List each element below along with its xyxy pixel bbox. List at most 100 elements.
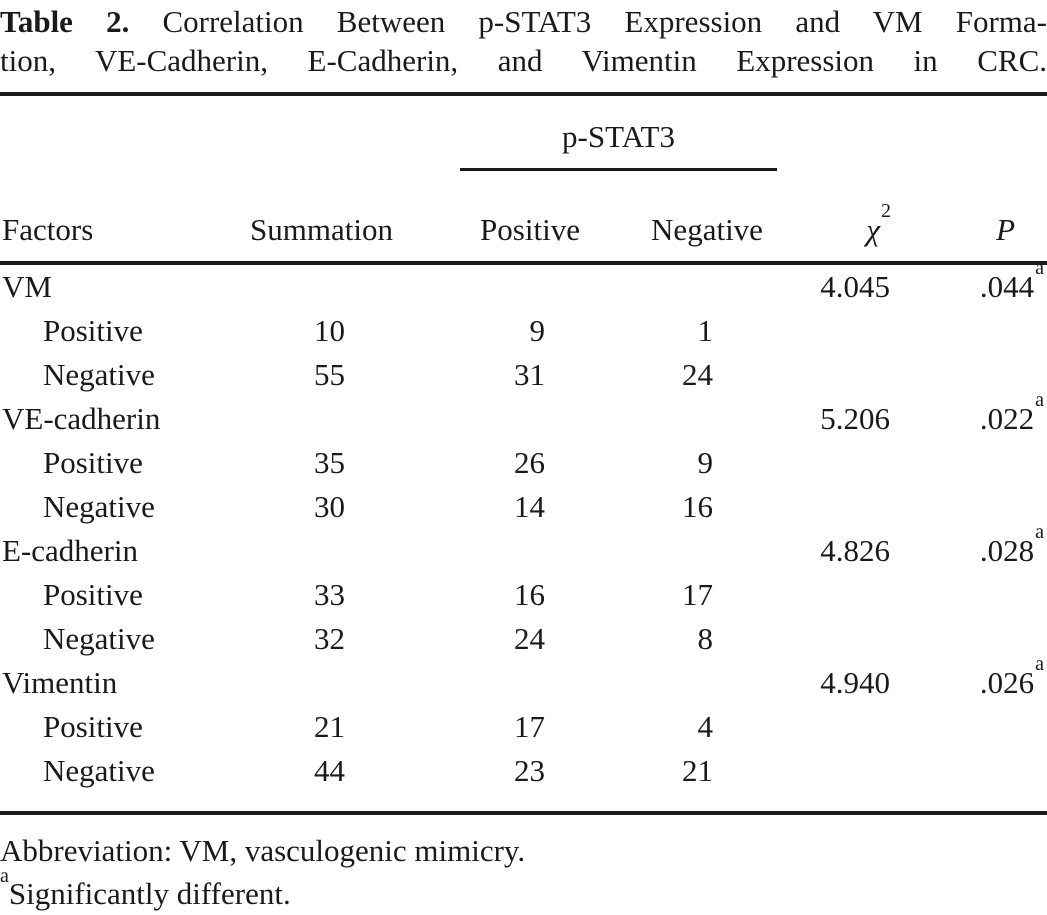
chi-square-cell: 4.940: [820, 665, 890, 700]
summation-cell: 35: [314, 445, 345, 480]
positive-cell: 26: [514, 445, 545, 480]
chi-square-cell: [780, 749, 890, 815]
p-value-cell: .044a: [890, 258, 1047, 309]
table-caption-text1: Correlation Between p-STAT3 Expression a…: [129, 4, 1047, 39]
table-caption: Table 2. Correlation Between p-STAT3 Exp…: [0, 0, 1047, 80]
p-value: .028: [979, 533, 1035, 568]
table-caption-text2: tion, VE-Cadherin, E-Cadherin, and Vimen…: [0, 43, 1047, 78]
factor-cell: Positive: [43, 709, 143, 744]
chi-square-cell: [780, 441, 890, 485]
summation-cell: 30: [314, 489, 345, 524]
summation-cell: [250, 263, 440, 309]
positive-cell: [440, 661, 620, 705]
chi-symbol: χ: [866, 212, 880, 247]
summation-cell: [250, 661, 440, 705]
col-header-p-value: P: [890, 171, 1047, 265]
column-header-row: Factors Summation Positive Negative χ2 P: [0, 171, 1047, 265]
summation-cell: 32: [314, 621, 345, 656]
negative-cell: 16: [682, 489, 713, 524]
summation-cell: [250, 529, 440, 573]
chi-square-cell: [780, 353, 890, 397]
significance-marker: a: [1035, 520, 1044, 543]
col-header-positive: Positive: [440, 171, 620, 265]
negative-cell: 17: [682, 577, 713, 612]
negative-cell: 21: [620, 749, 780, 815]
positive-cell: 9: [529, 313, 546, 348]
summation-cell: 10: [314, 313, 345, 348]
spanner-header-row: p-STAT3: [0, 92, 1047, 171]
factor-cell: E-cadherin: [2, 533, 138, 568]
col-header-chi-square: χ2: [780, 171, 891, 265]
p-value-cell: .022a: [890, 390, 1047, 441]
summation-cell: [250, 397, 440, 441]
negative-cell: 8: [697, 621, 714, 656]
negative-cell: 4: [697, 709, 714, 744]
factor-cell: Positive: [43, 445, 143, 480]
positive-cell: 31: [514, 357, 545, 392]
p-value-cell: [890, 353, 1047, 397]
factor-cell: Negative: [43, 489, 155, 524]
summation-cell: 33: [314, 577, 345, 612]
p-value-cell: [890, 617, 1047, 661]
chi-square-cell: [780, 485, 890, 529]
abbreviation-note: Abbreviation: VM, vasculogenic mimicry.: [0, 833, 526, 868]
table-number-label: Table 2.: [0, 4, 130, 39]
p-value-cell: [890, 309, 1047, 353]
p-value: .022: [979, 401, 1035, 436]
positive-cell: [440, 397, 620, 441]
table-footnotes: Abbreviation: VM, vasculogenic mimicry. …: [0, 829, 1047, 915]
p-value-cell: [890, 705, 1047, 749]
negative-cell: [620, 661, 780, 705]
factor-cell: Negative: [0, 749, 250, 815]
col-header-negative: Negative: [620, 171, 780, 265]
positive-cell: [440, 263, 620, 309]
significance-note: aSignificantly different.: [0, 866, 1047, 915]
col-header-factors: Factors: [0, 171, 250, 265]
p-stat3-spanner-label: p-STAT3: [460, 119, 777, 171]
chi-square-cell: 4.826: [820, 533, 890, 568]
chi-exponent: 2: [881, 199, 891, 222]
spanner-spacer-left: [0, 92, 440, 171]
p-value: .044: [979, 269, 1035, 304]
chi-square-cell: 5.206: [820, 401, 890, 436]
table-caption-line2: tion, VE-Cadherin, E-Cadherin, and Vimen…: [0, 41, 1047, 80]
chi-square-cell: [780, 705, 890, 749]
col-header-summation: Summation: [250, 171, 440, 265]
summation-cell: 44: [250, 749, 440, 815]
positive-cell: 16: [514, 577, 545, 612]
table-caption-line1: Table 2. Correlation Between p-STAT3 Exp…: [0, 2, 1047, 41]
negative-cell: [620, 263, 780, 309]
positive-cell: 23: [440, 749, 620, 815]
negative-cell: [620, 529, 780, 573]
table-row-e-cadherin-positive: Positive 33 16 17: [0, 573, 1047, 617]
factor-cell: VE-cadherin: [2, 401, 161, 436]
p-value-cell: [890, 573, 1047, 617]
significance-marker: a: [0, 864, 9, 887]
negative-cell: 9: [697, 445, 714, 480]
factor-cell: Vimentin: [2, 665, 118, 700]
factor-cell: VM: [2, 269, 52, 304]
factor-cell: Negative: [43, 621, 155, 656]
positive-cell: 14: [514, 489, 545, 524]
table-row-vimentin-positive: Positive 21 17 4: [0, 705, 1047, 749]
table-row-ve-cadherin: VE-cadherin 5.206 .022a: [0, 390, 1047, 441]
table-row-ve-cadherin-positive: Positive 35 26 9: [0, 441, 1047, 485]
spanner-spacer-p: [890, 92, 1047, 171]
table-row-ve-cadherin-negative: Negative 30 14 16: [0, 485, 1047, 529]
summation-cell: 55: [314, 357, 345, 392]
correlation-table: p-STAT3 Factors Summation Positive Negat…: [0, 92, 1047, 815]
table-row-e-cadherin-negative: Negative 32 24 8: [0, 617, 1047, 661]
p-value-cell: .026a: [890, 654, 1047, 705]
spanner-spacer-chi: [780, 92, 890, 171]
spanner-cell: p-STAT3: [440, 92, 780, 171]
table-row-vm: VM 4.045 .044a: [0, 258, 1047, 309]
significance-marker: a: [1035, 256, 1044, 279]
table-row-vm-positive: Positive 10 9 1: [0, 309, 1047, 353]
table-row-vimentin-negative: Negative 44 23 21: [0, 749, 1047, 815]
positive-cell: 17: [514, 709, 545, 744]
significance-marker: a: [1035, 388, 1044, 411]
summation-cell: 21: [314, 709, 345, 744]
factor-cell: Positive: [43, 313, 143, 348]
negative-cell: 1: [697, 313, 714, 348]
negative-cell: [620, 397, 780, 441]
